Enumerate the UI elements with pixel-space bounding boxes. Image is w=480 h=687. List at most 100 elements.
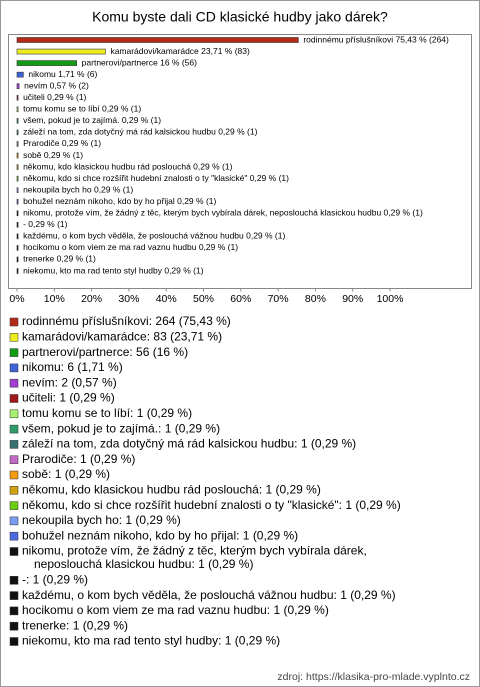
bar-label: někomu, kdo si chce rozšířit hudební zna… bbox=[23, 173, 289, 183]
legend-label: rodinnému příslušníkovi: 264 (75,43 %) bbox=[22, 314, 231, 328]
legend-label: učiteli: 1 (0,29 %) bbox=[22, 391, 115, 405]
bar bbox=[16, 106, 19, 113]
source: zdroj: https://klasika-pro-mlade.vyplnto… bbox=[277, 671, 470, 683]
bar bbox=[16, 175, 19, 182]
bar bbox=[16, 222, 19, 228]
bar-label: Prarodiče 0,29 % (1) bbox=[23, 138, 101, 148]
bar bbox=[16, 48, 106, 55]
x-tick-label: 90% bbox=[342, 293, 363, 305]
x-tick-label: 10% bbox=[44, 293, 65, 305]
x-tick-label: 50% bbox=[193, 293, 214, 305]
x-tick-label: 70% bbox=[268, 293, 289, 305]
legend-swatch bbox=[9, 621, 19, 631]
legend-swatch bbox=[9, 348, 19, 357]
x-tick-label: 60% bbox=[230, 293, 251, 305]
bar-label: všem, pokud je to zajímá. 0,29 % (1) bbox=[23, 115, 161, 125]
legend-swatch bbox=[9, 378, 19, 388]
legend-label: neposlouchá klasickou hudbu: 1 (0,29 %) bbox=[34, 557, 253, 571]
legend-label: nevím: 2 (0,57 %) bbox=[22, 375, 117, 389]
x-tick-label: 0% bbox=[9, 293, 24, 305]
plot-area bbox=[8, 34, 472, 289]
bar bbox=[16, 129, 19, 136]
legend-label: niekomu, kto ma rad tento styl hudby: 1 … bbox=[22, 634, 280, 648]
bar bbox=[16, 37, 299, 43]
bar bbox=[16, 83, 20, 89]
legend-swatch bbox=[9, 547, 19, 556]
bar bbox=[16, 268, 19, 274]
legend-swatch bbox=[9, 516, 19, 526]
bar-label: bohužel neznám nikoho, kdo by ho přijal … bbox=[23, 196, 216, 206]
bar-label: niekomu, kto ma rad tento styl hudby 0,2… bbox=[23, 265, 204, 275]
bar-label: kamarádovi/kamarádce 23,71 % (83) bbox=[110, 46, 250, 56]
legend-label: tomu komu se to líbí: 1 (0,29 %) bbox=[22, 406, 192, 420]
x-tick-label: 80% bbox=[305, 293, 326, 305]
x-tick-label: 100% bbox=[377, 293, 404, 305]
bar-label: rodinnému příslušníkovi 75,43 % (264) bbox=[303, 34, 449, 44]
bar-label: - 0,29 % (1) bbox=[23, 219, 68, 229]
bar bbox=[16, 198, 19, 205]
legend-label: partnerovi/partnerce: 56 (16 %) bbox=[22, 345, 188, 359]
legend-swatch bbox=[9, 606, 19, 616]
legend-label: -: 1 (0,29 %) bbox=[22, 572, 88, 586]
legend-label: všem, pokud je to zajímá.: 1 (0,29 %) bbox=[22, 421, 220, 435]
legend-swatch bbox=[9, 317, 19, 327]
x-tick-label: 20% bbox=[81, 293, 102, 305]
chart-title: Komu byste dali CD klasické hudby jako d… bbox=[92, 9, 388, 25]
legend-swatch bbox=[9, 424, 19, 434]
bar-label: partnerovi/partnerce 16 % (56) bbox=[82, 57, 197, 67]
bar-label: někomu, kdo klasickou hudbu rád poslouch… bbox=[23, 161, 232, 171]
legend-swatch bbox=[9, 576, 19, 585]
bar bbox=[16, 60, 77, 66]
legend-swatch bbox=[9, 486, 19, 495]
bar-label: nekoupila bych ho 0,29 % (1) bbox=[23, 184, 133, 194]
legend-swatch bbox=[9, 363, 19, 373]
legend-swatch bbox=[9, 455, 19, 464]
legend-label: nikomu: 6 (1,71 %) bbox=[22, 360, 123, 374]
legend-label: záleží na tom, zda dotyčný má rád kalsic… bbox=[22, 437, 356, 451]
legend-swatch bbox=[9, 531, 19, 541]
legend-swatch bbox=[9, 409, 19, 419]
legend-label: Prarodiče: 1 (0,29 %) bbox=[22, 452, 135, 466]
legend-label: sobě: 1 (0,29 %) bbox=[22, 467, 110, 481]
bar-label: záleží na tom, zda dotyčný má rád kalsic… bbox=[23, 127, 258, 137]
legend-swatch bbox=[9, 470, 19, 480]
legend-swatch bbox=[9, 394, 19, 403]
legend-swatch bbox=[9, 440, 19, 449]
bar bbox=[16, 71, 24, 78]
legend-swatch bbox=[9, 333, 19, 342]
bar bbox=[16, 245, 19, 251]
bar bbox=[16, 141, 19, 147]
bar-label: nikomu, protože vím, že žádný z těc, kte… bbox=[23, 208, 423, 218]
legend-swatch bbox=[9, 501, 19, 510]
x-tick-label: 30% bbox=[118, 293, 139, 305]
legend-label: bohužel neznám nikoho, kdo by ho přijal:… bbox=[22, 528, 298, 542]
legend-label: trenerke: 1 (0,29 %) bbox=[22, 618, 128, 632]
legend-label: každému, o kom bych věděla, že poslouchá… bbox=[22, 588, 396, 602]
bar-label: nevím 0,57 % (2) bbox=[24, 80, 89, 90]
bar-label: učiteli 0,29 % (1) bbox=[23, 92, 86, 102]
legend-swatch bbox=[9, 637, 19, 646]
legend-label: hocikomu o kom viem ze ma rad vaznu hudb… bbox=[22, 603, 329, 617]
bar-label: hocikomu o kom viem ze ma rad vaznu hudb… bbox=[23, 242, 238, 252]
bar bbox=[16, 210, 19, 217]
legend-label: někomu, kdo klasickou hudbu rád poslouch… bbox=[22, 482, 321, 496]
bar-label: nikomu 1,71 % (6) bbox=[28, 69, 97, 79]
bar bbox=[16, 152, 19, 159]
x-tick-label: 40% bbox=[156, 293, 177, 305]
bar-label: každému, o kom bych věděla, že poslouchá… bbox=[23, 231, 285, 241]
bar-label: trenerke 0,29 % (1) bbox=[23, 254, 96, 264]
bar bbox=[16, 164, 19, 170]
bar bbox=[16, 187, 19, 193]
bar-label: sobě 0,29 % (1) bbox=[23, 150, 83, 160]
bar bbox=[16, 233, 19, 240]
legend-label: někomu, kdo si chce rozšířit hudební zna… bbox=[22, 498, 401, 512]
legend-label: nikomu, protože vím, že žádný z těc, kte… bbox=[22, 544, 367, 558]
legend-label: nekoupila bych ho: 1 (0,29 %) bbox=[22, 513, 181, 527]
legend-swatch bbox=[9, 591, 19, 600]
bar bbox=[16, 94, 19, 101]
bar bbox=[16, 118, 19, 124]
bar bbox=[16, 256, 19, 263]
bar-label: tomu komu se to líbí 0,29 % (1) bbox=[23, 104, 141, 114]
